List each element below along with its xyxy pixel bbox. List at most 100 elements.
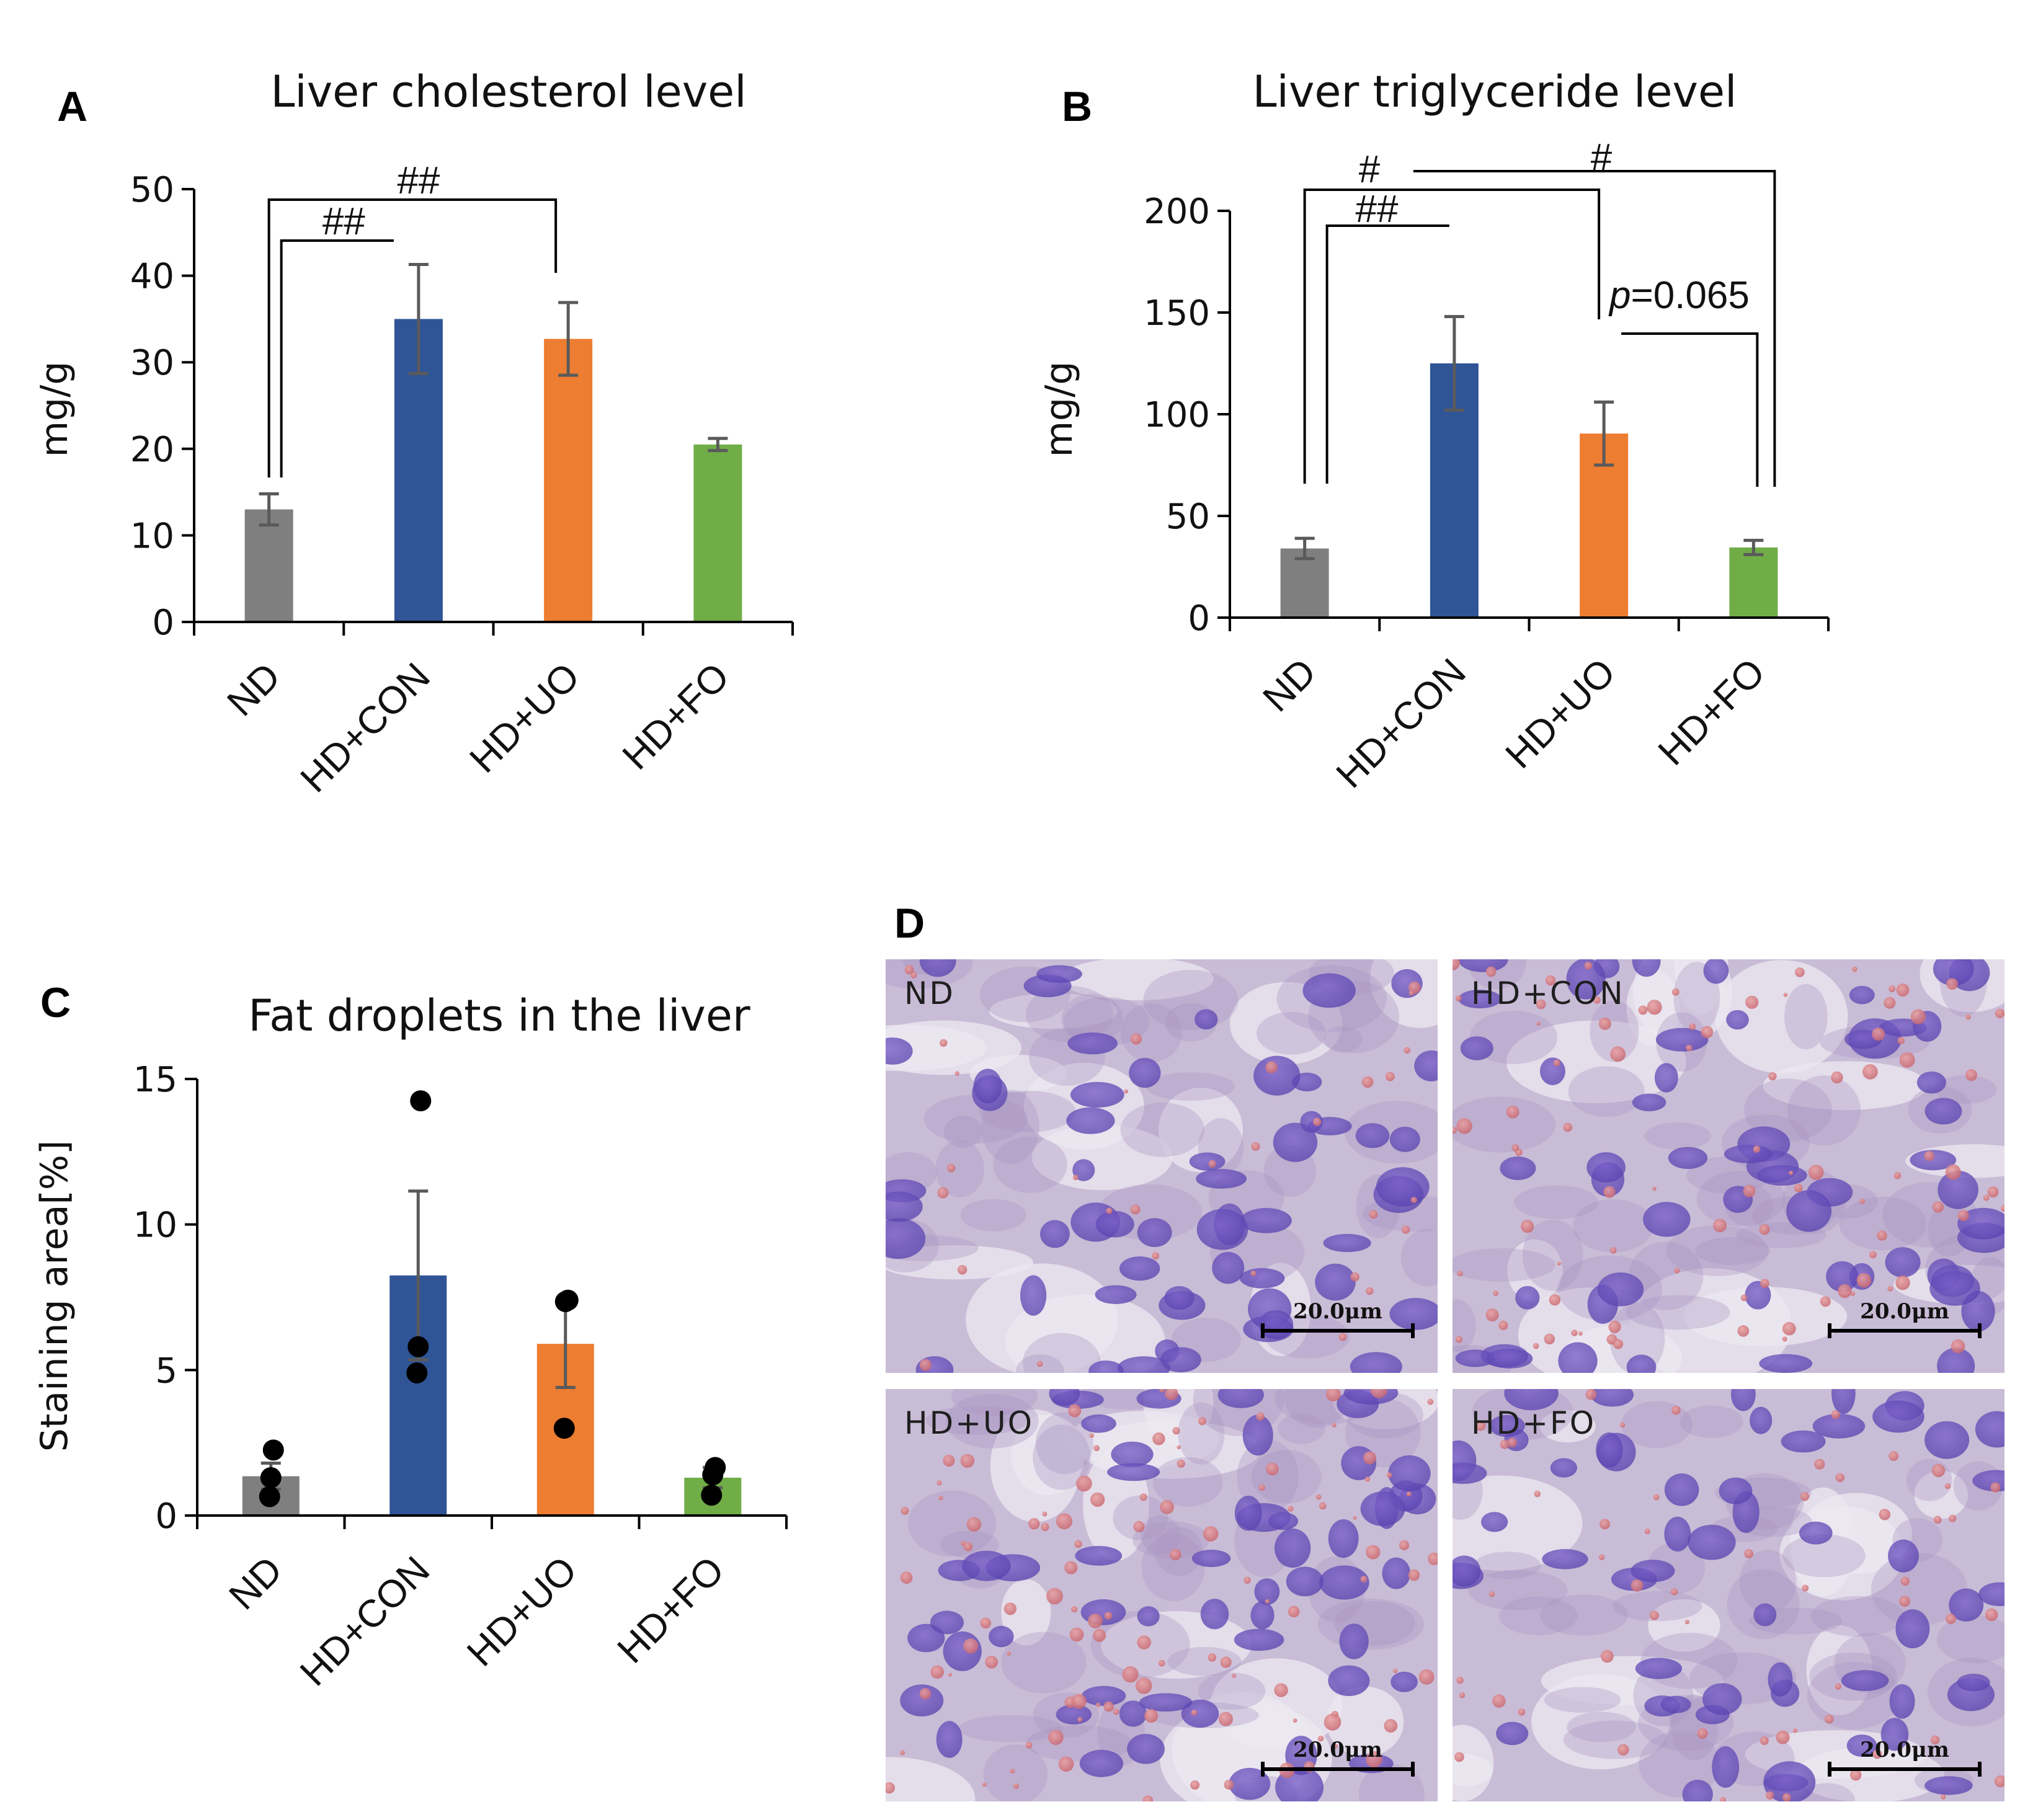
chart-b-ylabel: mg/g (1038, 362, 1081, 458)
lipid-droplet (1208, 1160, 1216, 1168)
lipid-droplet (1124, 1089, 1129, 1094)
micrograph-panel: ND 20.0μm HD+CON 20.0μm HD+UO 20.0μm HD+FO 20.0… (886, 959, 2004, 1801)
nucleus (1654, 1063, 1678, 1093)
lipid-droplet (1208, 1653, 1217, 1662)
lipid-droplet (1647, 1000, 1662, 1015)
sig-label: ## (397, 159, 440, 202)
lipid-droplet (1521, 1220, 1534, 1233)
nucleus (1957, 1674, 1990, 1692)
lipid-droplet (960, 1454, 975, 1468)
nucleus (1127, 1734, 1165, 1764)
lipid-droplet (1203, 1526, 1219, 1542)
nucleus (1500, 1156, 1536, 1181)
lipid-droplet (1007, 1651, 1012, 1656)
cytoplasm (1237, 1439, 1299, 1514)
nucleus (1660, 1695, 1691, 1713)
nucleus (1350, 1352, 1402, 1373)
category-label: HD+CON (293, 655, 438, 801)
lipid-droplet (1224, 1780, 1234, 1790)
lipid-droplet (1353, 1516, 1357, 1520)
lipid-droplet (1686, 1044, 1693, 1052)
lipid-droplet (1613, 1339, 1624, 1349)
lipid-droplet (1598, 1017, 1611, 1030)
lipid-droplet (1965, 1069, 1978, 1081)
cytoplasm (1568, 1066, 1645, 1117)
nucleus (1323, 1233, 1371, 1253)
lipid-droplet (1671, 1405, 1681, 1415)
lipid-droplet (1619, 1422, 1626, 1428)
lipid-droplet (1631, 1579, 1644, 1592)
nucleus (1049, 1389, 1080, 1406)
nucleus (1719, 1477, 1753, 1504)
lipid-droplet (1113, 1708, 1119, 1715)
tissue-gap (1507, 1239, 1563, 1302)
nucleus (1119, 1700, 1147, 1727)
cytoplasm (1113, 1495, 1168, 1541)
nucleus (1217, 1389, 1264, 1408)
lipid-droplet (1064, 1561, 1078, 1574)
lipid-droplet (1549, 1294, 1561, 1306)
lipid-droplet (1533, 1343, 1539, 1349)
lipid-droplet (1674, 1267, 1680, 1274)
category-label: ND (221, 1548, 291, 1618)
lipid-droplet (1041, 1522, 1049, 1532)
sig-label: ## (1356, 188, 1399, 231)
lipid-droplet (1585, 1389, 1597, 1400)
nucleus (1880, 1718, 1909, 1751)
chart-c-ylabel: Staining area[%] (33, 1140, 76, 1452)
lipid-droplet (1456, 1677, 1464, 1684)
lipid-droplet (1177, 1459, 1185, 1468)
lipid-droplet (1266, 1462, 1279, 1476)
tissue-gap (966, 1263, 1118, 1373)
nucleus (1664, 1516, 1691, 1551)
cytoplasm (1453, 1096, 1556, 1153)
lipid-droplet (940, 1039, 948, 1047)
category-label: HD+UO (459, 1548, 585, 1674)
nucleus (1137, 1218, 1172, 1248)
lipid-droplet (1042, 1511, 1048, 1517)
micrograph-hd-uo: HD+UO 20.0μm (886, 1389, 1438, 1801)
nucleus (1056, 1704, 1092, 1725)
nucleus (1888, 1539, 1919, 1573)
scale-bar-label: 20.0μm (1293, 1299, 1382, 1324)
y-tick-label: 200 (1144, 192, 1210, 232)
lipid-droplet (1130, 1204, 1141, 1215)
lipid-droplet (1713, 1219, 1727, 1233)
scale-bar-label: 20.0μm (1293, 1738, 1382, 1762)
lipid-droplet (1056, 1513, 1073, 1530)
lipid-droplet (1737, 1325, 1750, 1337)
nucleus (1631, 1560, 1675, 1583)
nucleus (1181, 1699, 1219, 1728)
chart-b-y-ticks: 0 50 100 150 200 (1144, 192, 1230, 639)
lipid-droplet (1794, 1184, 1803, 1192)
lipid-droplet (1899, 1596, 1910, 1607)
nucleus (1107, 1463, 1160, 1481)
category-label: HD+UO (1498, 650, 1624, 776)
nucleus (1254, 1578, 1280, 1605)
data-point (554, 1291, 576, 1313)
lipid-droplet (1048, 1729, 1064, 1745)
cytoplasm (1498, 1596, 1578, 1635)
nucleus (1910, 1150, 1957, 1171)
y-tick-label: 100 (1144, 395, 1210, 435)
lipid-droplet (1553, 1059, 1560, 1067)
sig-label: ## (323, 200, 365, 243)
lipid-droplet (1889, 1451, 1899, 1462)
lipid-droplet (1093, 1628, 1106, 1642)
tissue-gap (1806, 1625, 1872, 1716)
lipid-droplet (1557, 1261, 1562, 1266)
lipid-droplet (1571, 1329, 1578, 1336)
nucleus (1268, 1512, 1299, 1530)
lipid-droplet (1653, 1494, 1660, 1501)
data-point (259, 1486, 280, 1507)
lipid-droplet (954, 1071, 959, 1076)
lipid-droplet (1946, 1614, 1956, 1625)
category-label: ND (1255, 650, 1324, 720)
cytoplasm (1514, 1185, 1599, 1219)
nucleus (1938, 1170, 1978, 1209)
cytoplasm (1167, 1646, 1242, 1676)
chart-a-bars (244, 319, 742, 622)
chart-c-y-ticks: 0 5 10 15 (133, 1060, 197, 1537)
lipid-droplet (1103, 1701, 1114, 1712)
sig-bracket (1621, 332, 1759, 487)
